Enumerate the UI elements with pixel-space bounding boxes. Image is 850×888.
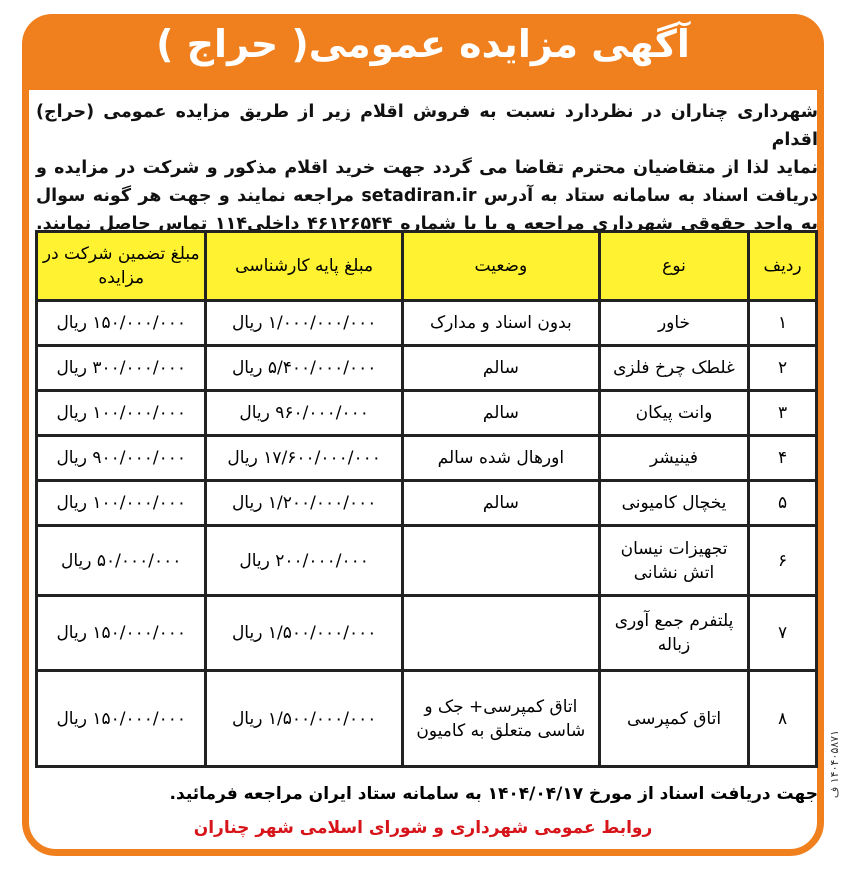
- cell-status: [400, 594, 601, 672]
- cell-type: خاور: [597, 299, 751, 347]
- cell-type: یخچال کامیونی: [597, 479, 751, 527]
- cell-row-number: ۶: [747, 524, 818, 597]
- header-base-price: مبلغ پایه کارشناسی: [204, 230, 404, 302]
- cell-status: بدون اسناد و مدارک: [400, 299, 601, 347]
- cell-base-price: ۱/۵۰۰/۰۰۰/۰۰۰ ریال: [204, 594, 404, 672]
- signature: روابط عمومی شهرداری و شورای اسلامی شهر چ…: [193, 818, 653, 838]
- cell-base-price: ۱/۰۰۰/۰۰۰/۰۰۰ ریال: [204, 299, 404, 347]
- cell-base-price: ۹۶۰/۰۰۰/۰۰۰ ریال: [204, 389, 404, 437]
- cell-deposit: ۹۰۰/۰۰۰/۰۰۰ ریال: [34, 434, 208, 482]
- ad-title: آگهی مزایده عمومی( حراج ): [156, 22, 690, 66]
- cell-base-price: ۵/۴۰۰/۰۰۰/۰۰۰ ریال: [204, 344, 404, 392]
- table-row: ۳ وانت پیکان سالم ۹۶۰/۰۰۰/۰۰۰ ریال ۱۰۰/۰۰۰/۰…: [34, 389, 818, 437]
- table-row: ۵ یخچال کامیونی سالم ۱/۲۰۰/۰۰۰/۰۰۰ ریال ۱۰۰/…: [34, 479, 818, 527]
- table-row: ۴ فینیشر اورهال شده سالم ۱۷/۶۰۰/۰۰۰/۰۰۰ ریا…: [34, 434, 818, 482]
- cell-status: سالم: [400, 479, 601, 527]
- table-row: ۱ خاور بدون اسناد و مدارک ۱/۰۰۰/۰۰۰/۰۰۰ ریا…: [34, 299, 818, 347]
- footer-note: جهت دریافت اسناد از مورخ ۱۴۰۴/۰۴/۱۷ به س…: [169, 784, 818, 804]
- cell-row-number: ۲: [747, 344, 818, 392]
- header-status: وضعیت: [400, 230, 601, 302]
- table-row: ۷ پلتفرم جمع آوری زباله ۱/۵۰۰/۰۰۰/۰۰۰ ریال…: [34, 594, 818, 672]
- cell-base-price: ۱۷/۶۰۰/۰۰۰/۰۰۰ ریال: [204, 434, 404, 482]
- header-type: نوع: [597, 230, 751, 302]
- header-row-number: ردیف: [747, 230, 818, 302]
- items-table: ردیف نوع وضعیت مبلغ پایه کارشناسی مبلغ ت…: [34, 230, 818, 768]
- cell-row-number: ۸: [747, 669, 818, 768]
- cell-type: فینیشر: [597, 434, 751, 482]
- cell-row-number: ۱: [747, 299, 818, 347]
- cell-deposit: ۱۵۰/۰۰۰/۰۰۰ ریال: [34, 299, 208, 347]
- cell-row-number: ۴: [747, 434, 818, 482]
- cell-base-price: ۱/۵۰۰/۰۰۰/۰۰۰ ریال: [204, 669, 404, 768]
- cell-base-price: ۲۰۰/۰۰۰/۰۰۰ ریال: [204, 524, 404, 597]
- cell-type: غلطک چرخ فلزی: [597, 344, 751, 392]
- cell-status: سالم: [400, 389, 601, 437]
- table-row: ۸ اتاق کمپرسی اتاق کمپرسی+ جک و شاسی متعلق…: [34, 669, 818, 768]
- cell-deposit: ۱۵۰/۰۰۰/۰۰۰ ریال: [34, 669, 208, 768]
- cell-type: وانت پیکان: [597, 389, 751, 437]
- table-row: ۲ غلطک چرخ فلزی سالم ۵/۴۰۰/۰۰۰/۰۰۰ ریال ۳۰۰/…: [34, 344, 818, 392]
- cell-status: اورهال شده سالم: [400, 434, 601, 482]
- title-band: [22, 14, 824, 90]
- cell-type: پلتفرم جمع آوری زباله: [597, 594, 751, 672]
- cell-type: اتاق کمپرسی: [597, 669, 751, 768]
- cell-type: تجهیزات نیسان اتش نشانی: [597, 524, 751, 597]
- cell-deposit: ۵۰/۰۰۰/۰۰۰ ریال: [34, 524, 208, 597]
- cell-status: [400, 524, 601, 597]
- intro-line: نماید لذا از متقاضیان محترم تقاضا می گرد…: [36, 158, 818, 178]
- intro-line: به واحد حقوقی شهرداری مراجعه و یا با شما…: [36, 214, 818, 234]
- cell-row-number: ۷: [747, 594, 818, 672]
- cell-deposit: ۱۰۰/۰۰۰/۰۰۰ ریال: [34, 479, 208, 527]
- header-deposit: مبلغ تضمین شرکت در مزایده: [34, 230, 208, 302]
- cell-row-number: ۵: [747, 479, 818, 527]
- cell-deposit: ۱۰۰/۰۰۰/۰۰۰ ریال: [34, 389, 208, 437]
- cell-deposit: ۱۵۰/۰۰۰/۰۰۰ ریال: [34, 594, 208, 672]
- intro-line: شهرداری چناران در نظردارد نسبت به فروش ا…: [36, 102, 818, 150]
- cell-status: اتاق کمپرسی+ جک و شاسی متعلق به کامیون: [400, 669, 601, 768]
- cell-deposit: ۳۰۰/۰۰۰/۰۰۰ ریال: [34, 344, 208, 392]
- table-row: ۶ تجهیزات نیسان اتش نشانی ۲۰۰/۰۰۰/۰۰۰ ریال…: [34, 524, 818, 597]
- intro-paragraph: شهرداری چناران در نظردارد نسبت به فروش ا…: [36, 98, 818, 238]
- cell-base-price: ۱/۲۰۰/۰۰۰/۰۰۰ ریال: [204, 479, 404, 527]
- cell-row-number: ۳: [747, 389, 818, 437]
- table-header-row: ردیف نوع وضعیت مبلغ پایه کارشناسی مبلغ ت…: [34, 230, 818, 302]
- cell-status: سالم: [400, 344, 601, 392]
- intro-line: دریافت اسناد به سامانه ستاد به آدرس seta…: [36, 186, 819, 206]
- side-code: ۱۴۰۴۰۵۸۷۱ ف: [828, 730, 841, 799]
